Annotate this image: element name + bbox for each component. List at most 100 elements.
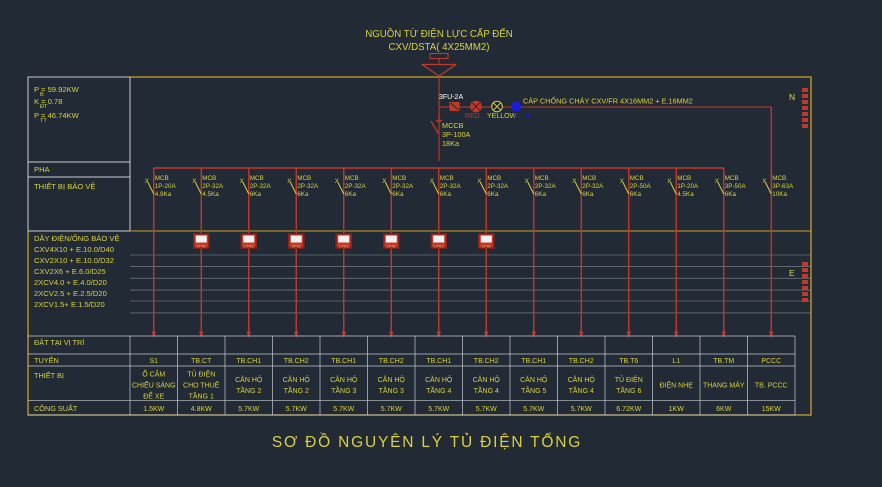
svg-text:CĂN HỘ: CĂN HỘ — [425, 375, 453, 384]
svg-text:BLUE: BLUE — [514, 113, 533, 120]
svg-text:CHO THUÊ: CHO THUÊ — [183, 380, 220, 389]
svg-text:ĐẶT TẠI VỊ TRÍ: ĐẶT TẠI VỊ TRÍ — [34, 338, 85, 347]
svg-text:3P-63A: 3P-63A — [772, 183, 794, 190]
svg-text:2P-32A: 2P-32A — [202, 183, 224, 190]
svg-text:ĐT: ĐT — [40, 104, 48, 110]
svg-text:2P-32A: 2P-32A — [440, 183, 462, 190]
svg-text:CĂN HỘ: CĂN HỘ — [520, 375, 548, 384]
svg-text:MCB: MCB — [440, 175, 454, 182]
svg-text:CXV2X6 + E.6.0/D25: CXV2X6 + E.6.0/D25 — [34, 267, 106, 276]
svg-text:TB. PCCC: TB. PCCC — [755, 382, 788, 389]
svg-text:5.7KW: 5.7KW — [523, 406, 544, 413]
svg-text:TB.CH1: TB.CH1 — [331, 358, 356, 365]
svg-text:MCB: MCB — [487, 175, 501, 182]
svg-text:TB.CH2: TB.CH2 — [569, 358, 594, 365]
svg-text:TB.CH1: TB.CH1 — [521, 358, 546, 365]
svg-text:MCB: MCB — [392, 175, 406, 182]
svg-text:3FU-2A: 3FU-2A — [439, 94, 463, 101]
svg-text:6Ka: 6Ka — [297, 191, 309, 198]
svg-text:2XCV4.0 + E.4.0/D20: 2XCV4.0 + E.4.0/D20 — [34, 278, 107, 287]
svg-text:6Ka: 6Ka — [345, 191, 357, 198]
svg-text:6Ka: 6Ka — [582, 191, 594, 198]
svg-text:CĂN HỘ: CĂN HỘ — [283, 375, 311, 384]
svg-text:THIẾT BỊ: THIẾT BỊ — [34, 370, 64, 380]
svg-text:5.7KW: 5.7KW — [428, 406, 449, 413]
svg-text:MCB: MCB — [725, 175, 739, 182]
svg-text:TB.TM: TB.TM — [713, 358, 734, 365]
svg-text:E: E — [789, 268, 795, 278]
svg-text:MCB: MCB — [535, 175, 549, 182]
svg-text:CÁP CHỐNG CHÁY CXV/FR 4X16MM2: CÁP CHỐNG CHÁY CXV/FR 4X16MM2 + E.16MM2 — [523, 96, 693, 106]
svg-text:5.7KW: 5.7KW — [381, 406, 402, 413]
svg-text:1.5KW: 1.5KW — [143, 406, 164, 413]
svg-text:ĐỂ XE: ĐỂ XE — [143, 391, 164, 400]
svg-text:ĐIỆN NHẸ: ĐIỆN NHẸ — [660, 380, 694, 389]
svg-text:5.7KW: 5.7KW — [571, 406, 592, 413]
svg-text:2P-50A: 2P-50A — [630, 183, 652, 190]
svg-text:LT-01: LT-01 — [387, 244, 396, 248]
svg-text:TB.CH1: TB.CH1 — [236, 358, 261, 365]
svg-text:3P-50A: 3P-50A — [725, 183, 747, 190]
svg-text:2P-32A: 2P-32A — [535, 183, 557, 190]
svg-text:LT-01: LT-01 — [244, 244, 253, 248]
svg-text:6Ka: 6Ka — [440, 191, 452, 198]
svg-text:CĂN HỘ: CĂN HỘ — [568, 375, 596, 384]
svg-text:15KW: 15KW — [762, 406, 781, 413]
svg-text:LT-01: LT-01 — [197, 244, 206, 248]
svg-text:TỦ ĐIỆN: TỦ ĐIỆN — [615, 375, 643, 384]
svg-text:1KW: 1KW — [669, 406, 685, 413]
svg-text:5.7KW: 5.7KW — [286, 406, 307, 413]
svg-text:4.8KW: 4.8KW — [191, 406, 212, 413]
svg-text:2P-32A: 2P-32A — [297, 183, 319, 190]
svg-text:Ổ CẮM: Ổ CẮM — [142, 369, 165, 378]
svg-text:K = 0.78: K = 0.78 — [34, 97, 63, 106]
svg-text:NGUỒN TỪ ĐIỆN LỰC CẤP ĐẾN: NGUỒN TỪ ĐIỆN LỰC CẤP ĐẾN — [365, 28, 513, 40]
svg-text:4.5Ka: 4.5Ka — [677, 191, 694, 198]
svg-text:6KW: 6KW — [716, 406, 732, 413]
svg-text:TT: TT — [40, 118, 47, 124]
svg-text:6Ka: 6Ka — [630, 191, 642, 198]
svg-text:CXV2X10 + E.10.0/D32: CXV2X10 + E.10.0/D32 — [34, 256, 114, 265]
svg-text:MCB: MCB — [297, 175, 311, 182]
svg-text:TB.CH2: TB.CH2 — [474, 358, 499, 365]
svg-text:L1: L1 — [672, 358, 680, 365]
svg-text:MCB: MCB — [630, 175, 644, 182]
svg-text:TỦ ĐIỆN: TỦ ĐIỆN — [187, 369, 215, 378]
svg-text:2P-32A: 2P-32A — [392, 183, 414, 190]
svg-text:TB.CH2: TB.CH2 — [284, 358, 309, 365]
svg-text:3P-100A: 3P-100A — [442, 130, 471, 139]
svg-text:6Ka: 6Ka — [392, 191, 404, 198]
svg-text:MCB: MCB — [345, 175, 359, 182]
svg-text:PCCC: PCCC — [761, 358, 781, 365]
svg-text:MCB: MCB — [772, 175, 786, 182]
svg-text:SƠ ĐỒ NGUYÊN LÝ TỦ ĐIỆN TỔNG: SƠ ĐỒ NGUYÊN LÝ TỦ ĐIỆN TỔNG — [272, 433, 582, 451]
svg-text:S1: S1 — [149, 358, 158, 365]
svg-text:CXV4X10 + E.10.0/D40: CXV4X10 + E.10.0/D40 — [34, 245, 114, 254]
svg-text:CĂN HỘ: CĂN HỘ — [330, 375, 358, 384]
svg-text:6Ka: 6Ka — [487, 191, 499, 198]
svg-text:2P-32A: 2P-32A — [345, 183, 367, 190]
svg-text:2XCV2.5 + E.2.5/D20: 2XCV2.5 + E.2.5/D20 — [34, 289, 107, 298]
svg-text:6Ka: 6Ka — [250, 191, 262, 198]
svg-text:LT-01: LT-01 — [434, 244, 443, 248]
svg-text:LT-01: LT-01 — [482, 244, 491, 248]
svg-text:2P-32A: 2P-32A — [250, 183, 272, 190]
svg-text:MCCB: MCCB — [442, 121, 464, 130]
svg-text:TB.T6: TB.T6 — [619, 358, 638, 365]
svg-text:THIẾT BỊ BẢO VỆ: THIẾT BỊ BẢO VỆ — [34, 181, 95, 191]
svg-text:10Ka: 10Ka — [772, 191, 787, 198]
svg-text:THANG MÁY: THANG MÁY — [703, 380, 745, 389]
svg-text:MCB: MCB — [250, 175, 264, 182]
svg-text:TB.CT: TB.CT — [191, 358, 212, 365]
svg-text:2P-32A: 2P-32A — [487, 183, 509, 190]
svg-text:2P-32A: 2P-32A — [582, 183, 604, 190]
svg-text:CĂN HỘ: CĂN HỘ — [378, 375, 406, 384]
svg-text:MCB: MCB — [582, 175, 596, 182]
svg-text:RED: RED — [465, 113, 480, 120]
svg-text:TB.CH1: TB.CH1 — [426, 358, 451, 365]
svg-text:CĂN HỘ: CĂN HỘ — [235, 375, 263, 384]
svg-text:4.5Ka: 4.5Ka — [202, 191, 219, 198]
svg-text:2XCV1.5+ E.1.5/D20: 2XCV1.5+ E.1.5/D20 — [34, 300, 105, 309]
svg-text:YELLOW: YELLOW — [487, 113, 517, 120]
svg-text:CÔNG SUẤT: CÔNG SUẤT — [34, 403, 78, 413]
